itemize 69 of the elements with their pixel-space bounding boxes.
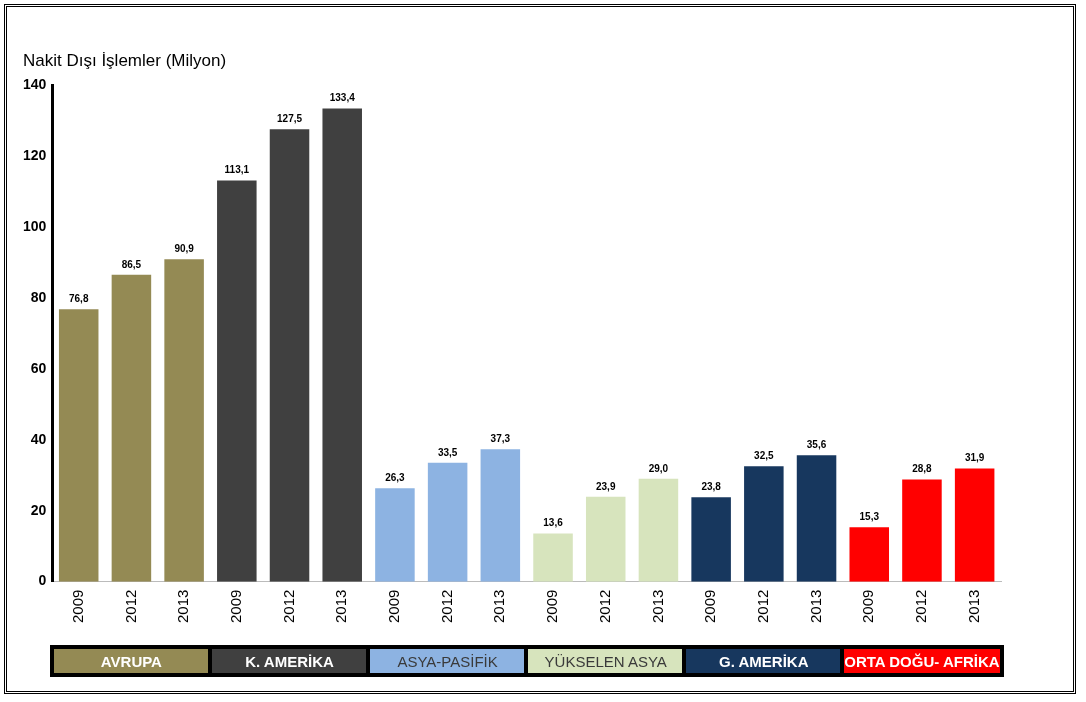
x-tick-label: 2009: [385, 589, 403, 624]
y-tick-label: 120: [23, 146, 47, 163]
data-label: 113,1: [224, 164, 250, 176]
x-tick-label: 2013: [174, 589, 192, 624]
x-tick-label: 2013: [332, 589, 350, 624]
data-label: 76,8: [68, 292, 89, 304]
bar: [796, 455, 837, 582]
data-label: 29,0: [648, 462, 669, 474]
y-tick-label: 80: [30, 288, 47, 305]
bar: [954, 468, 995, 582]
text: K. AMERİKA: [207, 645, 372, 677]
y-tick-label: 60: [30, 359, 47, 376]
text: YÜKSELEN ASYA: [524, 645, 688, 677]
y-tick-label: 40: [30, 430, 47, 447]
bar: [691, 497, 731, 582]
x-tick-label: 2012: [912, 589, 930, 624]
x-tick-label: 2013: [648, 589, 666, 624]
bar: [111, 274, 152, 582]
x-tick-label: 2009: [859, 589, 877, 624]
data-label: 23,9: [596, 480, 616, 492]
data-label: 13,6: [543, 517, 564, 529]
bar: [638, 478, 679, 582]
x-tick-label: 2009: [701, 589, 719, 624]
bar: [427, 462, 468, 582]
data-label: 26,3: [385, 472, 406, 484]
x-tick-label: 2013: [490, 589, 508, 624]
bar: [269, 129, 310, 582]
data-label: 90,9: [174, 242, 195, 254]
data-label: 35,6: [806, 439, 827, 451]
bar: [217, 180, 257, 582]
data-label: 15,3: [859, 511, 880, 523]
y-axis-title: Nakit Dışı İşlemler (Milyon): [23, 51, 227, 71]
y-tick-label: 140: [23, 75, 47, 92]
data-label: 37,3: [490, 433, 511, 445]
bar: [164, 259, 204, 582]
data-label: 33,5: [437, 446, 458, 458]
x-tick-label: 2009: [226, 589, 244, 624]
bar: [375, 488, 415, 582]
y-tick-label: 20: [30, 501, 47, 518]
x-tick-label: 2012: [437, 589, 455, 624]
text: ASYA-PASİFİK: [365, 645, 530, 677]
data-label: 133,4: [329, 92, 356, 104]
data-label: 32,5: [754, 450, 775, 462]
bar: [902, 479, 942, 582]
x-tick-label: 2012: [121, 589, 139, 624]
x-tick-label: 2009: [68, 589, 86, 624]
y-tick-label: 100: [23, 217, 47, 234]
y-tick-label: 0: [38, 572, 47, 589]
data-label: 86,5: [121, 258, 142, 270]
bar: [849, 527, 890, 582]
data-label: 127,5: [277, 113, 303, 125]
text: G. AMERİKA: [682, 645, 846, 677]
x-tick-label: 2012: [279, 589, 297, 624]
x-tick-label: 2013: [964, 589, 982, 624]
x-tick-label: 2009: [543, 589, 561, 624]
bar: [322, 108, 362, 582]
x-tick-label: 2012: [595, 589, 613, 624]
bar: [533, 533, 573, 582]
x-tick-label: 2013: [806, 589, 824, 624]
data-label: 23,8: [701, 480, 722, 492]
x-tick-label: 2012: [753, 589, 771, 624]
data-label: 28,8: [912, 463, 933, 475]
bar: [585, 496, 626, 582]
data-label: 31,9: [964, 452, 985, 464]
bar: [58, 309, 99, 582]
bar: [744, 466, 784, 582]
text: ORTA DOĞU- AFRİKA: [840, 645, 1004, 677]
bar: [480, 449, 521, 582]
text: AVRUPA: [49, 645, 214, 677]
